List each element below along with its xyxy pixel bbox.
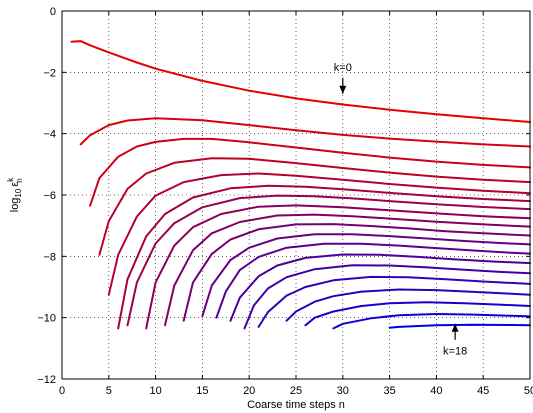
annotation-arrow-head: [451, 323, 459, 332]
series-line-1: [79, 117, 531, 148]
series-line-14: [257, 275, 531, 328]
y-label-nsub: n: [15, 178, 24, 182]
series-line-15: [285, 288, 531, 322]
x-tick-label: 15: [196, 385, 208, 397]
x-tick-label: 30: [337, 385, 349, 397]
y-tick-label: −10: [37, 313, 56, 325]
y-tick-label: −12: [37, 374, 56, 386]
y-label-sup: k: [6, 177, 15, 182]
y-tick-label: 0: [50, 6, 56, 18]
x-tick-label: 35: [383, 385, 395, 397]
y-axis-label: log10εkn: [6, 177, 24, 213]
series-line-5: [117, 184, 531, 330]
x-axis-label: Coarse time steps n: [247, 399, 345, 411]
y-label-sub: 10: [14, 188, 23, 197]
series-line-7: [145, 204, 531, 330]
x-tick-label: 20: [243, 385, 255, 397]
x-tick-label: 50: [524, 385, 533, 397]
x-tick-label: 45: [477, 385, 489, 397]
annotation-label: k=18: [443, 345, 467, 357]
y-tick-label: −6: [43, 190, 56, 202]
series-line-9: [182, 223, 531, 322]
svg-text:log10εkn: log10εkn: [6, 177, 24, 213]
series-line-3: [98, 157, 531, 256]
series-line-8: [164, 213, 531, 327]
series-line-4: [107, 172, 531, 296]
series-line-6: [126, 194, 531, 327]
x-tick-label: 10: [149, 385, 161, 397]
x-tick-label: 25: [290, 385, 302, 397]
annotations: k=0 k=18: [334, 62, 467, 358]
y-label-eps: ε: [9, 182, 21, 187]
series-line-13: [243, 264, 531, 330]
series-line-2: [89, 137, 531, 207]
series-line-12: [229, 253, 531, 322]
series-line-10: [201, 233, 531, 318]
series-line-16: [304, 301, 531, 327]
y-tick-label: −2: [43, 67, 56, 79]
x-tick-label: 0: [59, 385, 65, 397]
series-line-17: [332, 313, 531, 330]
series-line-0: [70, 40, 531, 123]
y-tick-label: −8: [43, 251, 56, 263]
annotation-label: k=0: [334, 62, 352, 74]
x-tick-label: 5: [106, 385, 112, 397]
series-line-11: [215, 242, 531, 319]
y-label-base: log: [9, 198, 21, 213]
x-tick-label: 40: [430, 385, 442, 397]
ticks: 0 5 10 15 20 25 30 35 40 45 50 0 −2 −4 −6 −8 −10 −12: [37, 6, 533, 397]
annotation-arrow-head: [339, 85, 347, 94]
y-tick-label: −4: [43, 129, 56, 141]
